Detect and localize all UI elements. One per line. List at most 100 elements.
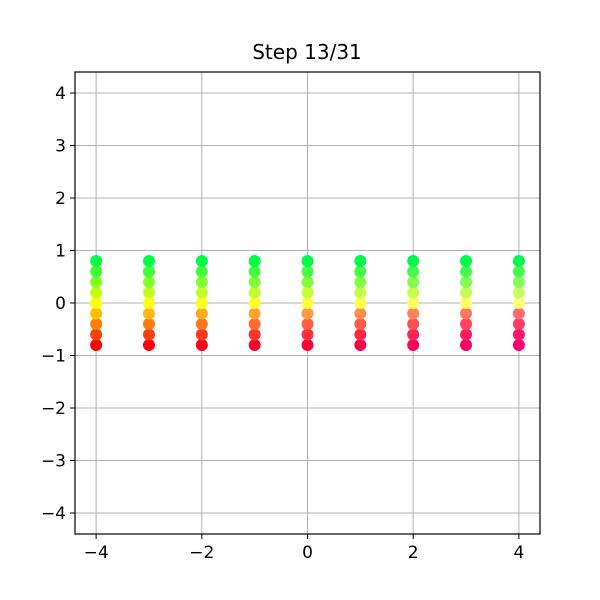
scatter-point	[512, 276, 525, 288]
scatter-point	[460, 328, 473, 341]
scatter-point	[460, 307, 473, 320]
scatter-point	[460, 276, 473, 288]
x-tick-label: 4	[513, 543, 524, 563]
scatter-point	[512, 286, 525, 299]
scatter-point	[248, 339, 261, 351]
scatter-point	[248, 255, 261, 267]
scatter-point	[512, 318, 525, 330]
scatter-point	[301, 318, 314, 330]
scatter-point	[512, 339, 525, 351]
scatter-point	[460, 297, 473, 309]
scatter-point	[195, 276, 208, 288]
scatter-point	[354, 328, 367, 341]
scatter-point	[512, 255, 525, 267]
x-tick-label: −2	[189, 543, 214, 563]
scatter-point	[301, 255, 314, 267]
scatter-point	[407, 265, 420, 278]
y-axis-tick-labels: −4 −3 −2 −1 0 1 2 3 4	[41, 84, 66, 524]
y-tick-label: −4	[41, 504, 66, 524]
scatter-point	[512, 297, 525, 309]
x-tick-label: 2	[408, 543, 419, 563]
scatter-point	[142, 307, 155, 320]
scatter-point	[460, 265, 473, 278]
scatter-point	[142, 339, 155, 351]
scatter-point	[512, 265, 525, 278]
scatter-point	[248, 307, 261, 320]
scatter-point	[142, 255, 155, 267]
scatter-point	[90, 286, 103, 299]
scatter-point	[354, 307, 367, 320]
scatter-point	[90, 265, 103, 278]
scatter-point	[195, 307, 208, 320]
scatter-point	[301, 307, 314, 320]
scatter-point	[301, 265, 314, 278]
scatter-point	[142, 265, 155, 278]
scatter-point	[301, 297, 314, 309]
scatter-point	[407, 286, 420, 299]
scatter-point	[195, 339, 208, 351]
scatter-point	[90, 255, 103, 267]
scatter-point	[142, 276, 155, 288]
scatter-point	[301, 276, 314, 288]
scatter-point	[354, 255, 367, 267]
scatter-point	[354, 339, 367, 351]
y-tick-label: 1	[55, 242, 66, 262]
scatter-point	[248, 297, 261, 309]
scatter-point	[512, 328, 525, 341]
scatter-point	[195, 286, 208, 299]
x-axis-tick-labels: −4 −2 0 2 4	[84, 543, 525, 563]
scatter-point	[301, 339, 314, 351]
scatter-point	[248, 318, 261, 330]
scatter-point	[248, 286, 261, 299]
scatter-point	[195, 255, 208, 267]
scatter-point	[354, 297, 367, 309]
scatter-point	[354, 276, 367, 288]
scatter-point	[407, 276, 420, 288]
scatter-point	[195, 328, 208, 341]
scatter-point	[142, 286, 155, 299]
scatter-point	[460, 255, 473, 267]
data-points	[90, 255, 525, 351]
scatter-point	[248, 265, 261, 278]
y-tick-label: 0	[55, 294, 66, 314]
scatter-point	[460, 286, 473, 299]
y-tick-label: −3	[41, 452, 66, 472]
scatter-point	[301, 286, 314, 299]
scatter-point	[142, 328, 155, 341]
scatter-point	[354, 318, 367, 330]
scatter-point	[90, 339, 103, 351]
scatter-point	[407, 307, 420, 320]
scatter-point	[142, 318, 155, 330]
scatter-point	[460, 318, 473, 330]
scatter-point	[354, 265, 367, 278]
scatter-point	[248, 276, 261, 288]
scatter-point	[90, 328, 103, 341]
scatter-point	[195, 265, 208, 278]
scatter-point	[90, 297, 103, 309]
scatter-point	[512, 307, 525, 320]
scatter-point	[195, 297, 208, 309]
scatter-point	[407, 297, 420, 309]
scatter-point	[90, 318, 103, 330]
x-tick-label: −4	[84, 543, 109, 563]
y-tick-label: −2	[41, 399, 66, 419]
scatter-point	[407, 339, 420, 351]
scatter-point	[354, 286, 367, 299]
scatter-point	[142, 297, 155, 309]
scatter-point	[195, 318, 208, 330]
scatter-point	[407, 318, 420, 330]
scatter-point	[301, 328, 314, 341]
chart-title: Step 13/31	[252, 40, 362, 64]
y-tick-label: 2	[55, 189, 66, 209]
axis-ticks	[70, 92, 520, 539]
scatter-point	[407, 255, 420, 267]
y-tick-label: 3	[55, 137, 66, 157]
scatter-point	[407, 328, 420, 341]
y-tick-label: 4	[55, 84, 66, 104]
scatter-point	[460, 339, 473, 351]
scatter-point	[90, 276, 103, 288]
scatter-point	[248, 328, 261, 341]
scatter-point	[90, 307, 103, 320]
